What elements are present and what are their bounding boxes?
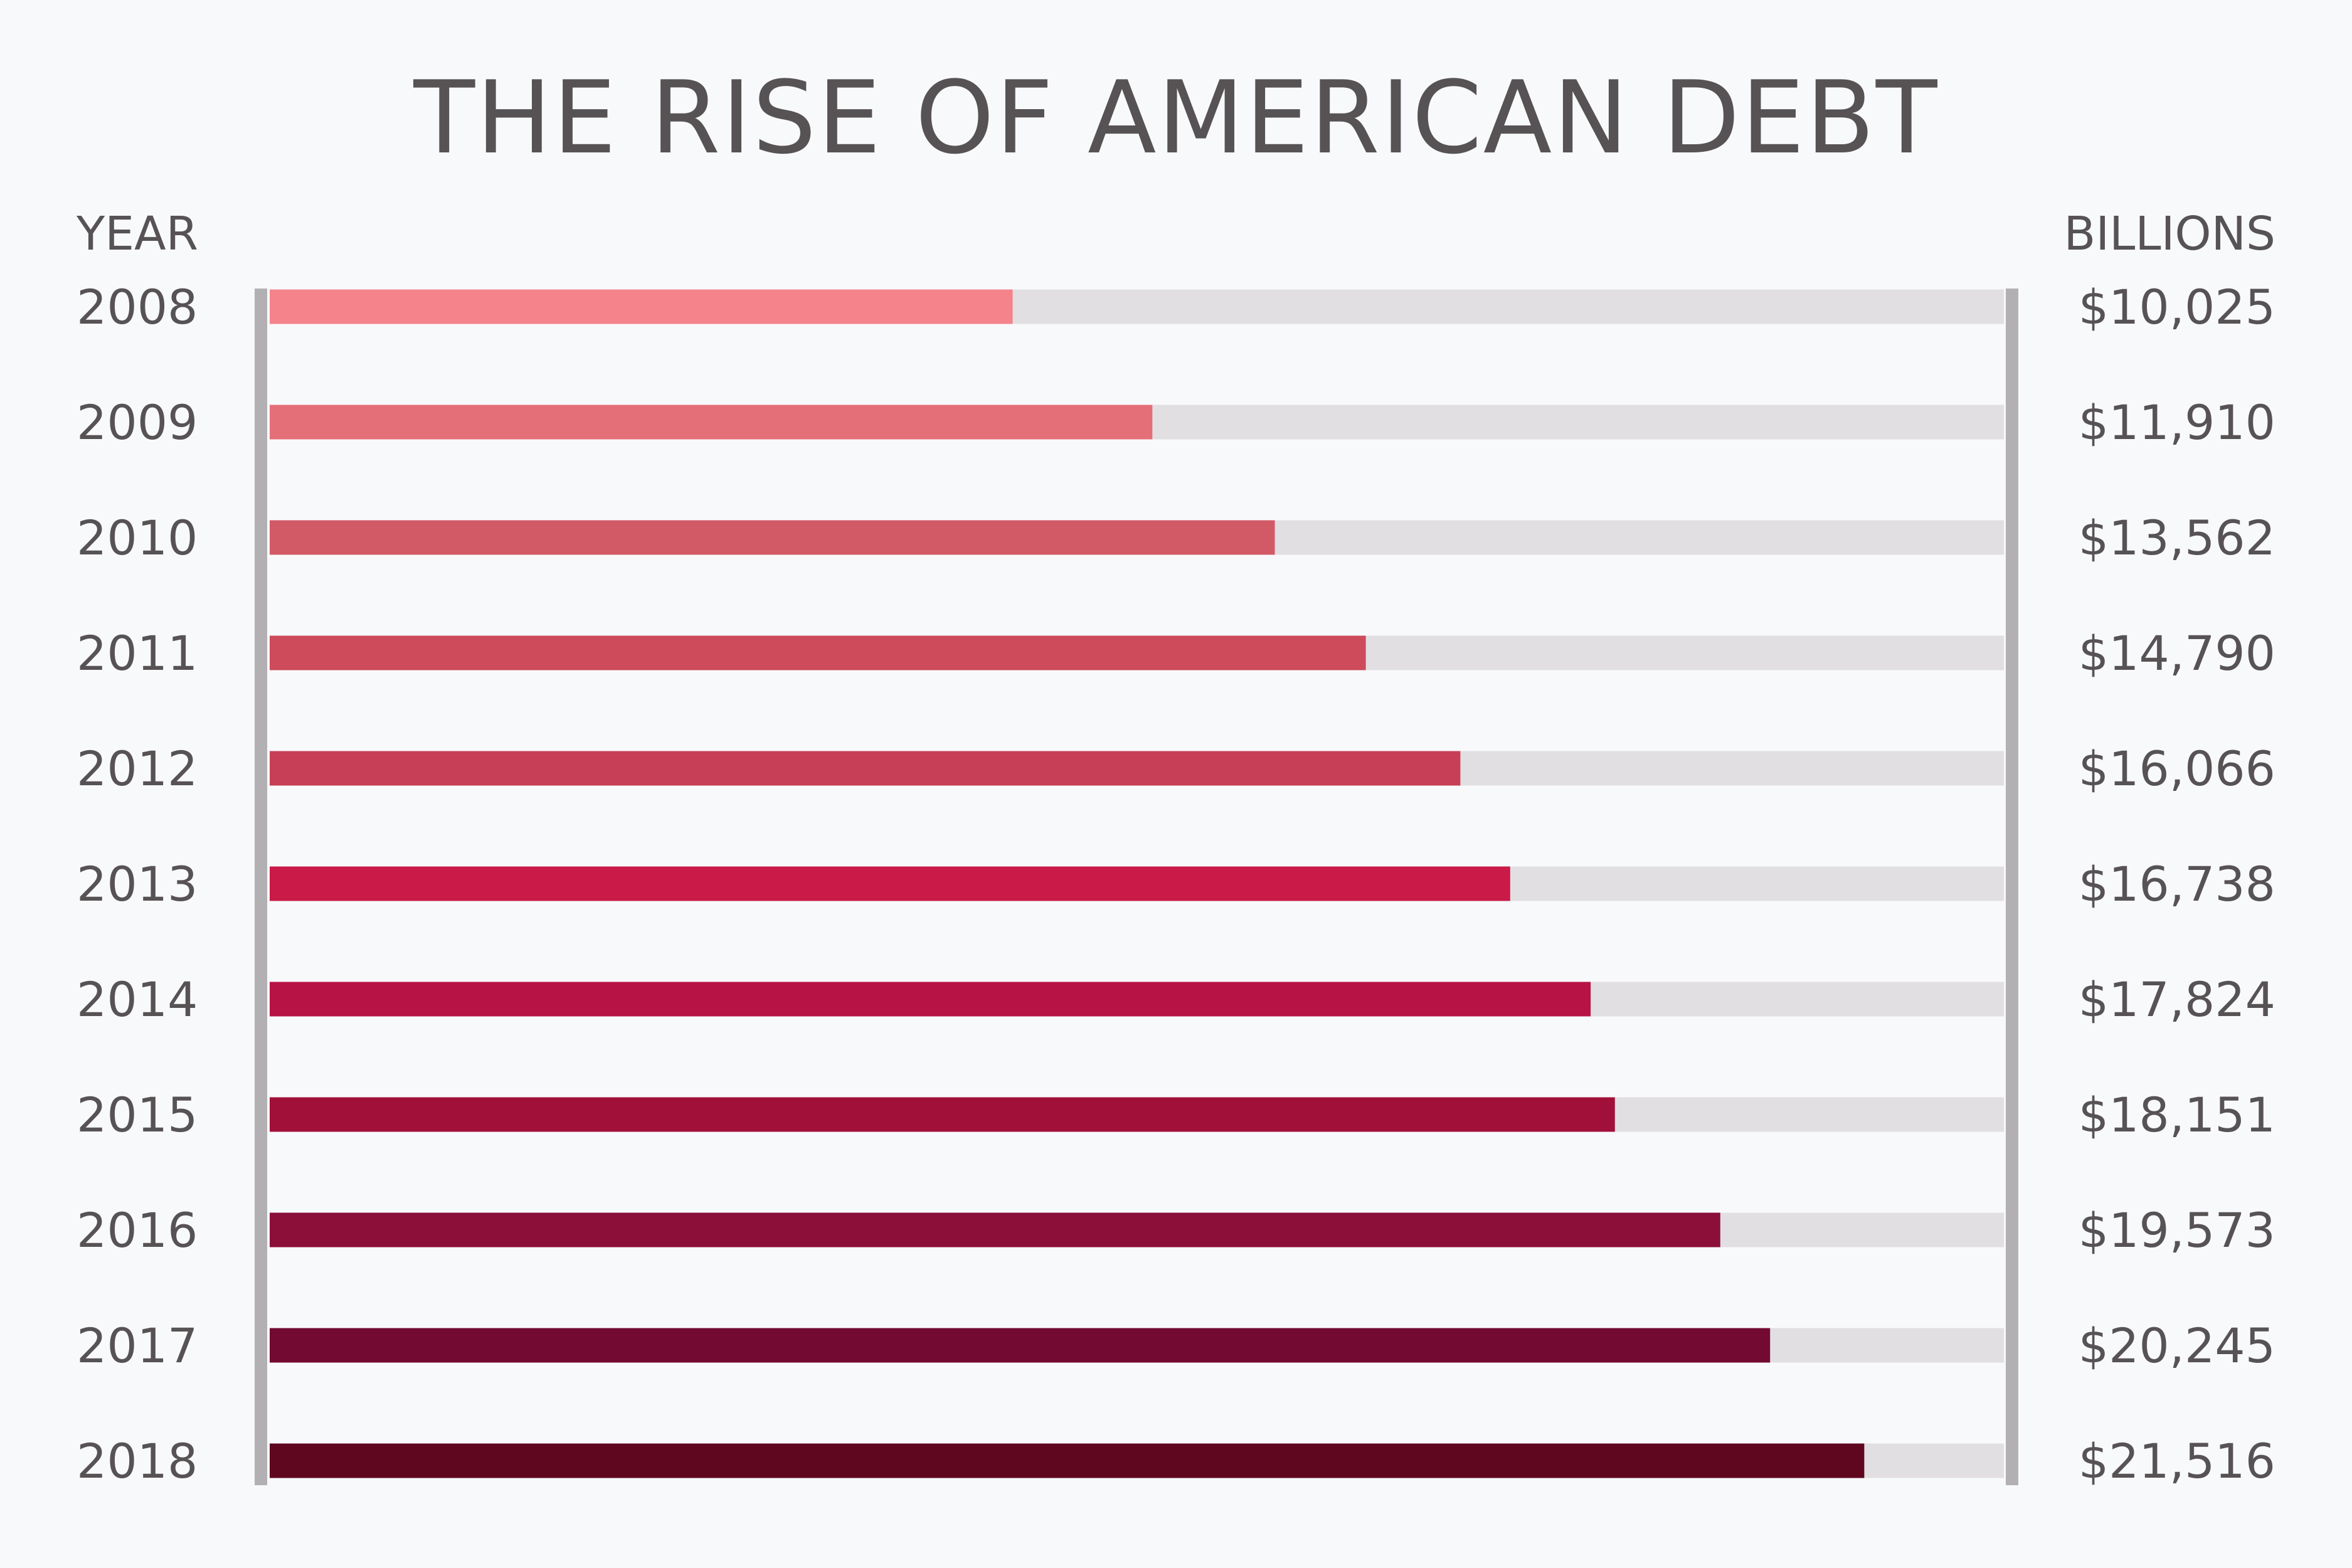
value-label-2011: $14,790	[2079, 625, 2275, 681]
year-label-2009: 2009	[77, 395, 198, 450]
value-label-2015: $18,151	[2079, 1087, 2275, 1143]
year-label-2016: 2016	[77, 1202, 198, 1258]
year-label-2018: 2018	[77, 1433, 198, 1489]
left-frame-line	[255, 289, 267, 1485]
bar-2015	[270, 1097, 1615, 1132]
year-label-2011: 2011	[77, 625, 198, 681]
year-label-2013: 2013	[77, 856, 198, 912]
value-label-2014: $17,824	[2079, 972, 2275, 1027]
year-label-2014: 2014	[77, 972, 198, 1027]
bar-2014	[270, 982, 1591, 1017]
value-label-2012: $16,066	[2079, 741, 2275, 797]
year-label-2015: 2015	[77, 1087, 198, 1143]
bar-2012	[270, 751, 1461, 786]
year-label-2017: 2017	[77, 1318, 198, 1374]
value-label-2009: $11,910	[2079, 395, 2275, 450]
value-label-2013: $16,738	[2079, 856, 2275, 912]
right-frame-line	[2006, 289, 2018, 1485]
year-label-2010: 2010	[77, 510, 198, 566]
year-label-2008: 2008	[77, 279, 198, 335]
chart-title: THE RISE OF AMERICAN DEBT	[413, 59, 1939, 176]
bar-2016	[270, 1212, 1720, 1248]
value-label-2016: $19,573	[2079, 1202, 2275, 1258]
value-label-2018: $21,516	[2079, 1433, 2275, 1489]
bar-2008	[270, 289, 1013, 324]
bar-2013	[270, 866, 1510, 901]
year-column-header: YEAR	[77, 207, 198, 261]
bar-2011	[270, 635, 1366, 670]
value-label-2010: $13,562	[2079, 510, 2275, 566]
bar-2018	[270, 1443, 1865, 1478]
billions-column-header: BILLIONS	[2063, 207, 2275, 261]
bar-2009	[270, 405, 1153, 440]
bar-2010	[270, 520, 1275, 555]
year-label-2012: 2012	[77, 741, 198, 797]
value-label-2017: $20,245	[2079, 1318, 2275, 1374]
value-label-2008: $10,025	[2079, 279, 2275, 335]
bar-2017	[270, 1328, 1771, 1363]
